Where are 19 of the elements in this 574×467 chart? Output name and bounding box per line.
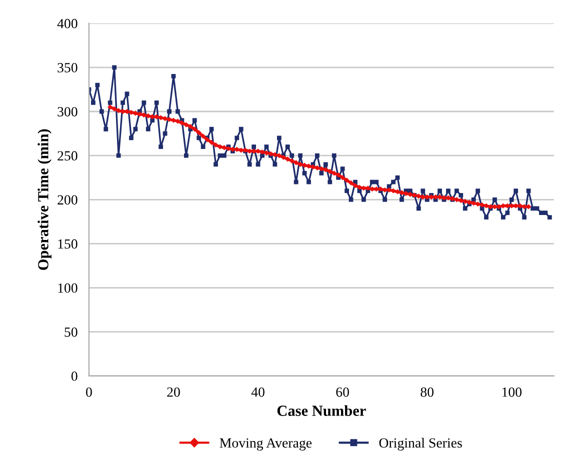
x-tick-label: 80	[420, 387, 434, 397]
y-tick-label: 0	[71, 372, 78, 381]
x-tick-label: 100	[502, 387, 522, 397]
x-tick-label: 20	[167, 387, 180, 397]
y-tick-label: 150	[58, 239, 78, 249]
x-tick-label: 40	[251, 387, 264, 397]
legend-label: Moving Average	[220, 438, 312, 451]
y-axis-title: Operative Time (min)	[38, 129, 52, 270]
y-tick-label: 300	[58, 107, 78, 116]
x-tick-label: 0	[86, 387, 92, 397]
x-tick-label: 60	[336, 387, 349, 397]
y-tick-label: 350	[58, 63, 78, 72]
y-tick-label: 50	[64, 327, 78, 337]
y-tick-label: 200	[58, 195, 78, 205]
x-axis-title: Case Number	[277, 405, 366, 416]
legend-label: Original Series	[379, 438, 462, 451]
y-tick-label: 100	[58, 283, 78, 293]
y-tick-label: 250	[58, 151, 78, 161]
y-tick-label: 400	[57, 18, 78, 28]
